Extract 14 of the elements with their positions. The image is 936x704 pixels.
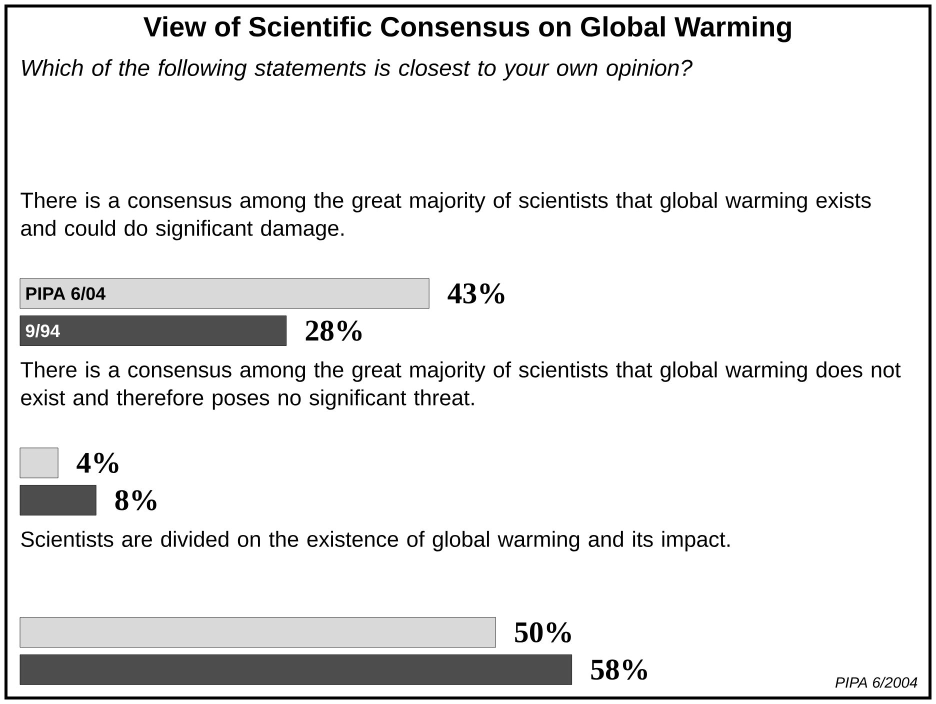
text: PIPA 6/2004 <box>835 676 918 688</box>
data-label: 58% <box>591 660 647 680</box>
data-label: 50% <box>515 622 571 643</box>
chart-title: View of Scientific Consensus on Global Warming <box>143 16 791 42</box>
chart-subtitle: Which of the following statements is closest to your own opinion? <box>22 59 692 81</box>
data-label: 28% <box>306 320 362 341</box>
y-tick-label: There is a consensus among the great majority of scientists that global warming exists and could do significant damage. <box>20 192 871 240</box>
data-label: 43% <box>448 283 504 304</box>
data-label: 8% <box>115 490 156 510</box>
series-label: PIPA 6/04 <box>26 286 106 300</box>
y-tick-label: There is a consensus among the great majority of scientists that global warming does not exist and therefore poses no significant threat. <box>20 361 901 410</box>
data-label: 4% <box>76 452 118 474</box>
series-label: 9/94 <box>26 324 60 338</box>
y-tick-label: Scientists are divided on the existence of global warming and its impact. <box>21 530 730 552</box>
